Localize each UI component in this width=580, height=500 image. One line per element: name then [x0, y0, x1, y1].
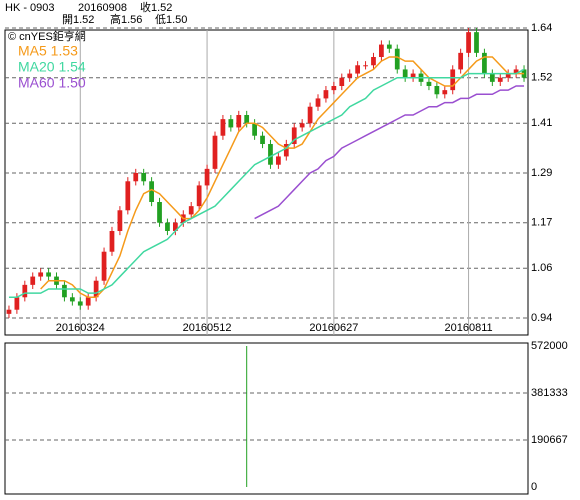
candle-body [276, 156, 281, 165]
legend-entry: MA20 1.54 [18, 59, 86, 75]
candle-body [165, 222, 170, 231]
candle-body [505, 73, 511, 78]
candle-body [188, 206, 194, 215]
candle-body [394, 48, 400, 70]
candle-body [434, 86, 440, 95]
candle-body [149, 181, 154, 202]
y-tick-label: 1.17 [531, 217, 552, 229]
y-tick-label: 190667 [531, 434, 568, 446]
x-tick-label: 20160627 [309, 322, 358, 334]
candle-body [204, 168, 210, 186]
y-tick-label: 381333 [531, 387, 568, 399]
candle-body [315, 98, 321, 107]
y-tick-label: 1.41 [531, 117, 552, 129]
x-tick-label: 20160512 [183, 322, 232, 334]
candle-body [157, 202, 162, 223]
candle-body [386, 44, 392, 49]
candle-body [133, 173, 139, 182]
watermark: © cnYES鉅亨網 [8, 29, 86, 43]
y-tick-label: 572000 [531, 340, 568, 352]
candle-body [101, 251, 107, 281]
candle-body [228, 119, 234, 128]
candle-body [442, 90, 448, 95]
candle-body [331, 86, 337, 91]
x-tick-label: 20160324 [56, 322, 105, 334]
y-tick-label: 1.29 [531, 167, 552, 179]
candle-body [30, 276, 36, 285]
candle-body [355, 65, 361, 74]
candle-body [38, 272, 44, 277]
candle-body [299, 123, 305, 128]
price-panel [4, 29, 529, 336]
candle-body [93, 280, 99, 298]
candle-body [489, 73, 495, 82]
date: 20160908 [78, 2, 127, 14]
candle-body [212, 135, 218, 169]
y-tick-label: 0 [531, 481, 537, 493]
candle-body [252, 123, 257, 136]
candle-body [307, 106, 313, 124]
candle-body [14, 297, 20, 310]
ma-line [8, 68, 525, 299]
candle-body [363, 65, 368, 67]
candle-body [291, 127, 297, 144]
candle-body [85, 297, 91, 306]
candle-body [482, 52, 487, 74]
candle-body [196, 185, 202, 207]
candle-body [260, 135, 265, 144]
candle-body [513, 69, 519, 74]
legend-entry: MA60 1.50 [18, 75, 86, 91]
candle-body [109, 231, 115, 252]
low-label: 低1.50 [155, 13, 187, 26]
candle-body [62, 284, 67, 298]
candle-body [458, 52, 464, 70]
x-tick-label: 20160811 [445, 322, 493, 334]
candle-body [426, 81, 432, 86]
candle-body [379, 44, 384, 57]
candle-body [283, 144, 289, 157]
symbol: HK - 0903 [5, 2, 55, 14]
candle-body [125, 181, 131, 211]
candle-body [172, 222, 178, 231]
candle-body [371, 57, 376, 66]
candle-body [339, 77, 345, 86]
candle-body [77, 301, 83, 306]
candle-body [220, 119, 226, 136]
candle-body [268, 144, 273, 165]
candle-body [497, 77, 503, 82]
y-tick-label: 0.94 [531, 312, 552, 324]
ma-line [254, 85, 525, 220]
candle-body [236, 115, 242, 128]
candle-body [117, 210, 123, 231]
candle-body [474, 32, 479, 53]
high-label: 高1.56 [110, 12, 142, 26]
y-tick-label: 1.06 [531, 262, 552, 274]
candle-body [22, 284, 28, 298]
y-tick-label: 1.52 [531, 72, 552, 84]
candle-body [466, 32, 471, 53]
open-label: 開1.52 [62, 13, 94, 26]
candle-body [410, 73, 416, 78]
candle-body [450, 69, 456, 91]
candle-body [69, 297, 75, 302]
candle-body [6, 309, 12, 314]
candle-body [46, 272, 51, 277]
candle-body [323, 90, 329, 99]
legend-entry: MA5 1.53 [18, 43, 78, 59]
volume-panel [4, 342, 529, 495]
candle-body [141, 173, 147, 182]
candle-body [347, 73, 353, 78]
candle-body [244, 115, 250, 124]
close-label: 收1.52 [140, 0, 172, 14]
candle-body [402, 69, 408, 78]
y-tick-label: 1.64 [531, 22, 552, 34]
ma-line [40, 56, 525, 299]
